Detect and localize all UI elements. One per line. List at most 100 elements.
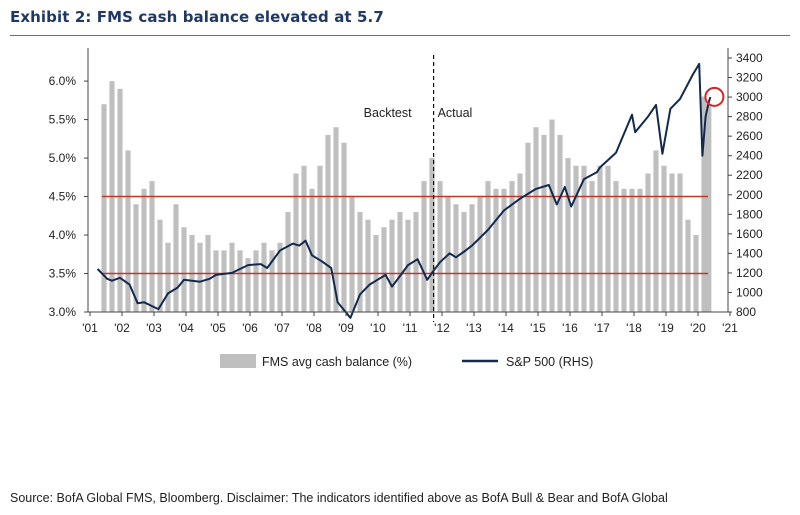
cash-balance-bar xyxy=(333,127,339,312)
fms-cash-chart: Backtest Actual 3.0% 3.5% 4.0% 4.5% 5.0% 5.5% 6.… xyxy=(49,48,763,369)
cash-balance-bar xyxy=(397,211,403,312)
cash-balance-bar xyxy=(477,196,483,312)
cash-balance-bar xyxy=(597,165,603,312)
cash-balance-bar xyxy=(389,219,395,312)
cash-balance-bar xyxy=(517,173,523,312)
cash-balance-bar xyxy=(309,188,315,312)
cash-balance-bar xyxy=(421,181,427,312)
cash-balance-bar xyxy=(341,142,347,312)
x-axis-tick-label: '05 xyxy=(210,321,226,335)
cash-balance-bar xyxy=(229,242,235,312)
cash-balance-bar xyxy=(685,219,691,312)
cash-balance-bar xyxy=(509,181,515,312)
cash-balance-bar xyxy=(549,119,555,312)
x-axis-tick-label: '20 xyxy=(690,321,706,335)
x-axis-tick-label: '10 xyxy=(370,321,386,335)
cash-balance-bar xyxy=(613,181,619,312)
legend-label-cash: FMS avg cash balance (%) xyxy=(262,355,412,369)
cash-balance-bar xyxy=(125,150,131,312)
cash-balance-bar xyxy=(221,250,227,312)
cash-balance-bar xyxy=(149,181,155,312)
exhibit-title: Exhibit 2: FMS cash balance elevated at … xyxy=(10,8,384,26)
cash-balance-bar xyxy=(141,188,147,312)
x-axis-tick-label: '16 xyxy=(562,321,578,335)
cash-balance-bar xyxy=(485,181,491,312)
right-axis-tick-label: 1800 xyxy=(736,207,763,221)
left-axis-tick-label: 5.0% xyxy=(49,151,77,165)
x-axis-tick-label: '15 xyxy=(530,321,546,335)
right-axis-tick-label: 3200 xyxy=(736,71,763,85)
x-axis-tick-label: '03 xyxy=(146,321,162,335)
actual-label: Actual xyxy=(438,106,473,120)
cash-balance-bar xyxy=(173,204,179,312)
right-axis-tick-label: 2200 xyxy=(736,168,763,182)
cash-balance-bar xyxy=(365,219,371,312)
cash-balance-bar xyxy=(493,188,499,312)
left-axis-tick-label: 4.0% xyxy=(49,228,77,242)
highlight-circle xyxy=(704,86,725,107)
right-axis-tick-label: 1200 xyxy=(736,266,763,280)
cash-balance-bar xyxy=(701,96,707,312)
right-axis-tick-label: 1000 xyxy=(736,285,763,299)
cash-balance-bar xyxy=(133,204,139,312)
right-axis-tick-label: 2800 xyxy=(736,110,763,124)
x-axis-tick-label: '19 xyxy=(658,321,674,335)
cash-balance-bar xyxy=(581,165,587,312)
cash-balance-bar xyxy=(637,188,643,312)
left-axis-tick-label: 4.5% xyxy=(49,190,77,204)
cash-balance-bar xyxy=(181,227,187,312)
sp500-line xyxy=(96,62,712,319)
x-axis-tick-label: '17 xyxy=(594,321,610,335)
backtest-label: Backtest xyxy=(364,106,412,120)
right-axis-tick-label: 3000 xyxy=(736,90,763,104)
right-axis-tick-label: 2600 xyxy=(736,129,763,143)
cash-balance-bar xyxy=(429,158,435,312)
cash-balance-bar xyxy=(437,181,443,312)
cash-balance-bar xyxy=(525,142,531,312)
left-axis-tick-label: 3.0% xyxy=(49,305,77,319)
cash-balance-bar xyxy=(469,204,475,312)
cash-balance-bar xyxy=(706,104,712,312)
cash-balance-bar xyxy=(357,211,363,312)
cash-balance-bar xyxy=(157,219,163,312)
cash-balance-bar xyxy=(645,173,651,312)
x-axis-tick-label: '06 xyxy=(242,321,258,335)
cash-balance-bar xyxy=(101,104,107,312)
left-axis-tick-label: 6.0% xyxy=(49,74,77,88)
cash-balance-bar xyxy=(501,188,507,312)
cash-balance-bar xyxy=(533,127,539,312)
cash-balance-bar xyxy=(349,196,355,312)
x-axis-tick-label: '12 xyxy=(434,321,450,335)
cash-balance-bar xyxy=(253,250,259,312)
cash-balance-bar xyxy=(325,134,331,312)
x-axis-tick-label: '11 xyxy=(403,321,418,335)
x-axis-tick-label: '21 xyxy=(722,321,738,335)
legend-label-sp500: S&P 500 (RHS) xyxy=(506,355,593,369)
cash-balance-bar xyxy=(557,134,563,312)
cash-balance-bar xyxy=(293,173,299,312)
cash-balance-bar xyxy=(197,242,203,312)
right-axis-tick-label: 1400 xyxy=(736,246,763,260)
cash-balance-bar xyxy=(285,211,291,312)
cash-balance-bar xyxy=(237,250,243,312)
x-axis-tick-label: '09 xyxy=(338,321,354,335)
x-axis-tick-label: '08 xyxy=(306,321,322,335)
cash-balance-bar xyxy=(269,250,275,312)
right-axis-tick-label: 800 xyxy=(736,305,756,319)
title-divider-rule xyxy=(10,35,790,36)
right-axis-tick-label: 2000 xyxy=(736,188,763,202)
cash-balance-bar xyxy=(653,150,659,312)
cash-balance-bar xyxy=(677,173,683,312)
x-axis-tick-label: '07 xyxy=(274,321,290,335)
x-axis-tick-label: '18 xyxy=(626,321,642,335)
cash-balance-bar xyxy=(605,165,611,312)
cash-balance-bar xyxy=(541,134,547,312)
right-axis-tick-label: 1600 xyxy=(736,227,763,241)
x-axis-tick-label: '01 xyxy=(82,321,98,335)
cash-balance-bar xyxy=(165,242,171,312)
cash-balance-bar xyxy=(413,211,419,312)
x-axis-tick-label: '02 xyxy=(114,321,130,335)
right-axis-tick-label: 3400 xyxy=(736,51,763,65)
cash-balance-bar xyxy=(461,211,467,312)
right-axis-tick-label: 2400 xyxy=(736,149,763,163)
